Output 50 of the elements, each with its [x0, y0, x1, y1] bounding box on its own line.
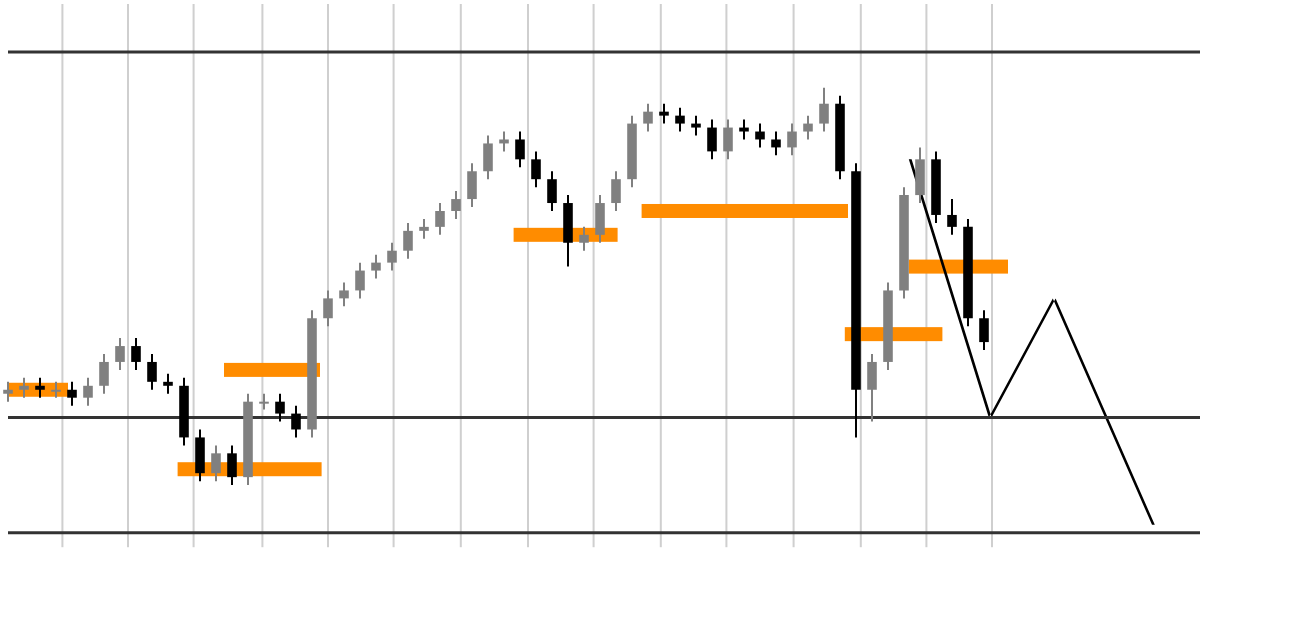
candlestick: [163, 372, 173, 395]
candlestick: [771, 130, 781, 157]
candlestick: [275, 392, 285, 423]
candlestick: [979, 309, 989, 352]
candlestick: [563, 194, 573, 268]
candlestick: [3, 380, 13, 403]
candlestick: [419, 217, 429, 240]
candlestick: [787, 122, 797, 157]
candlestick: [435, 202, 445, 236]
candlestick: [659, 102, 669, 125]
candlestick: [339, 281, 349, 308]
candlestick: [19, 376, 29, 399]
candlestick: [803, 114, 813, 141]
candlestick: [531, 150, 541, 189]
candlestick: [83, 376, 93, 407]
candlestick: [499, 130, 509, 153]
candlestick: [691, 114, 701, 137]
candlestick: [579, 225, 589, 252]
candlestick: [227, 444, 237, 487]
candlestick: [723, 118, 733, 161]
candlestick: [595, 194, 605, 244]
candlestick: [371, 253, 381, 280]
candlestick: [915, 146, 925, 205]
candlestick: [195, 428, 205, 483]
candlestick: [67, 380, 77, 407]
candlestick: [291, 404, 301, 439]
candlestick: [675, 106, 685, 133]
candlestick: [323, 289, 333, 328]
candlestick: [467, 162, 477, 209]
candlestick: [739, 118, 749, 141]
candlestick: [35, 376, 45, 399]
candlestick: [131, 337, 141, 371]
candlestick: [547, 170, 557, 212]
candlestick: [99, 353, 109, 395]
candlestick: [403, 221, 413, 260]
candlestick: [355, 261, 365, 300]
candlestick: [387, 241, 397, 272]
candlestick: [643, 102, 653, 133]
candlestick: [515, 130, 525, 169]
candlestick: [211, 444, 221, 483]
candlestick: [147, 353, 157, 391]
candlestick: [819, 86, 829, 133]
candlestick: [867, 353, 877, 423]
candlestick: [707, 118, 717, 161]
candlestick: [947, 198, 957, 236]
candlestick: [483, 134, 493, 181]
candlestick: [611, 170, 621, 212]
candlestick: [451, 190, 461, 220]
candlestick: [755, 122, 765, 149]
candlestick: [115, 337, 125, 371]
